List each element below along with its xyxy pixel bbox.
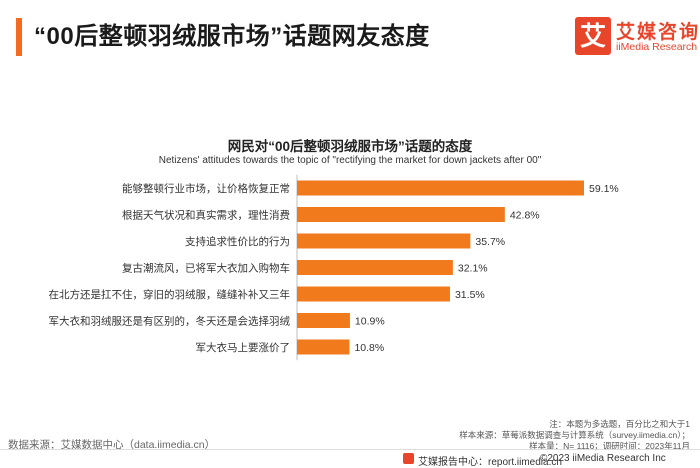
logo-name: 艾媒咨询: [616, 22, 700, 43]
value-label-5: 31.5%: [455, 289, 485, 301]
value-label-2: 42.8%: [510, 210, 540, 222]
logo-mark-icon: 艾: [575, 17, 611, 55]
category-label-5: 在北方还是扛不住，穿旧的羽绒服，缝缝补补又三年: [49, 288, 291, 301]
logo-subtitle: iiMedia Research: [616, 41, 698, 53]
bar-7: [297, 339, 350, 355]
title-accent-bar: [16, 18, 22, 56]
footer-divider: [0, 449, 700, 450]
footer-site-link[interactable]: 艾媒报告中心：report.iimedia.cn: [418, 457, 562, 468]
value-label-1: 59.1%: [589, 183, 619, 195]
category-label-1: 能够整顿行业市场，让价格恢复正常: [122, 182, 290, 195]
page-title: “00后整顿羽绒服市场”话题网友态度: [34, 23, 430, 50]
value-label-6: 10.9%: [355, 316, 385, 328]
report-center-icon: [403, 453, 414, 464]
bar-5: [297, 286, 450, 302]
category-label-7: 军大衣马上要涨价了: [196, 341, 291, 354]
bar-3: [297, 233, 471, 249]
chart-subtitle: Netizens' attitudes towards the topic of…: [158, 155, 542, 166]
bar-1: [297, 180, 584, 196]
data-source: 数据来源：艾媒数据中心（data.iimedia.cn）: [8, 439, 216, 451]
bar-2: [297, 207, 505, 222]
bar-4: [297, 260, 453, 275]
chart-notes: 注：本题为多选题，百分比之和大于1 样本来源：草莓派数据调查与计算系统（surv…: [459, 419, 690, 452]
chart-title: 网民对“00后整顿羽绒服市场”话题的态度: [227, 139, 473, 154]
category-label-4: 复古潮流风，已将军大衣加入购物车: [122, 262, 290, 275]
value-label-4: 32.1%: [458, 263, 488, 275]
note-sample-source: 样本来源：草莓派数据调查与计算系统（survey.iimedia.cn）；: [459, 430, 690, 440]
note-sample-size: 样本量：N= 1116；调研时间：2023年11月: [529, 441, 690, 451]
category-label-6: 军大衣和羽绒服还是有区别的，冬天还是会选择羽绒: [49, 315, 291, 328]
category-label-3: 支持追求性价比的行为: [185, 235, 290, 248]
note-multi-choice: 注：本题为多选题，百分比之和大于1: [549, 419, 690, 429]
footer: 艾媒报告中心：report.iimedia.cn ©2023 iiMedia R…: [0, 451, 700, 468]
category-label-2: 根据天气状况和真实需求，理性消费: [122, 209, 290, 222]
value-label-3: 35.7%: [475, 236, 505, 248]
value-label-7: 10.8%: [354, 342, 384, 354]
footer-copyright: ©2023 iiMedia Research Inc: [540, 453, 666, 464]
bar-6: [297, 313, 350, 328]
iimedia-logo: 艾 艾媒咨询 iiMedia Research: [575, 17, 698, 57]
